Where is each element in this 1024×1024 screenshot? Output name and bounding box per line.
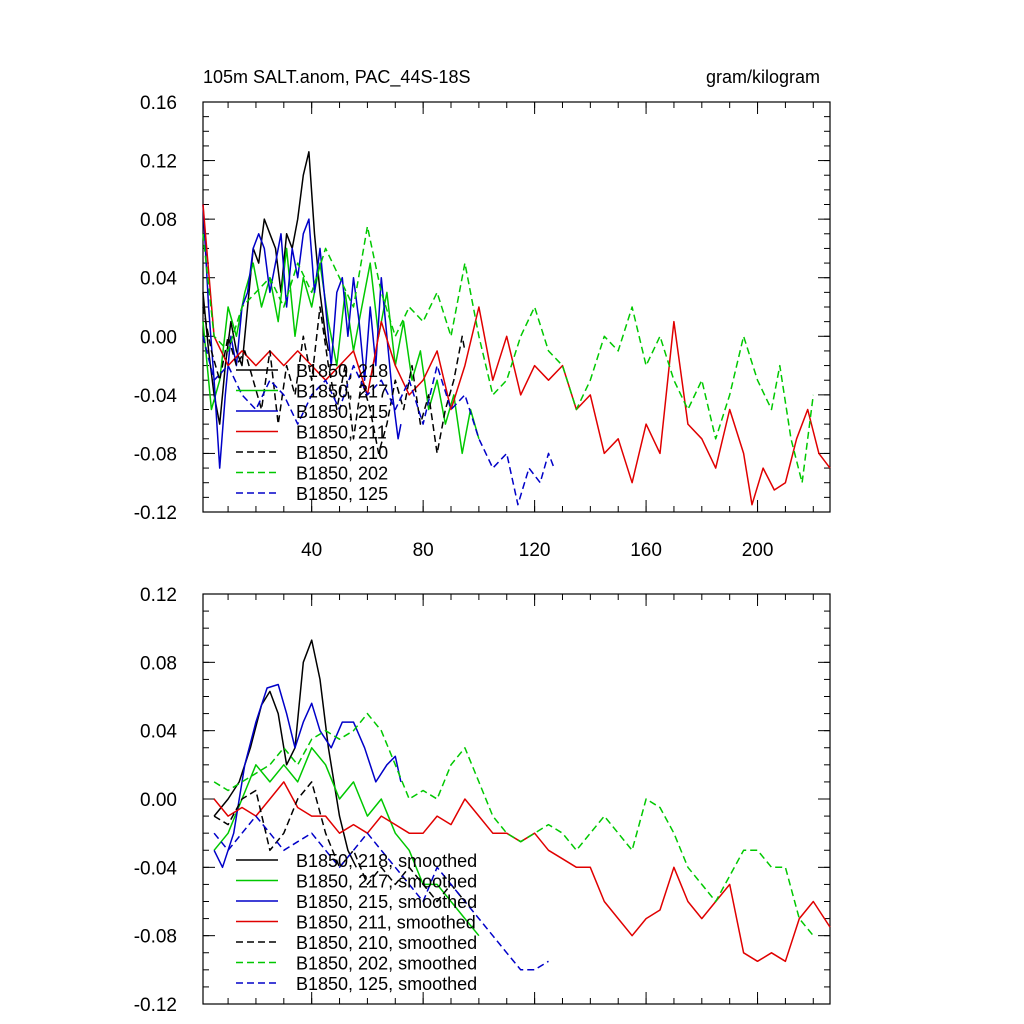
series-line-0 <box>202 151 330 425</box>
legend-label: B1850, 217 <box>296 382 388 402</box>
series-line-6 <box>213 815 549 971</box>
y-tick-label: -0.04 <box>134 386 178 407</box>
legend-label: B1850, 210, smoothed <box>296 933 477 953</box>
legend-label: B1850, 210 <box>296 443 388 463</box>
top-units: gram/kilogram <box>706 67 820 87</box>
series-line-2 <box>202 204 402 469</box>
x-tick-label: 80 <box>413 540 434 561</box>
y-tick-label: 0.16 <box>140 93 177 114</box>
legend-label: B1850, 125 <box>296 484 388 504</box>
y-tick-label: -0.08 <box>134 927 177 948</box>
series-line-6 <box>202 336 555 506</box>
top-title: 105m SALT.anom, PAC_44S-18S <box>203 67 470 88</box>
series-line-5 <box>213 712 814 937</box>
legend-label: B1850, 211 <box>296 423 387 443</box>
x-tick-label: 160 <box>630 540 662 561</box>
legend-label: B1850, 215, smoothed <box>296 892 477 912</box>
y-tick-label: 0.12 <box>140 585 177 606</box>
top-panel: 105m SALT.anom, PAC_44S-18S gram/kilogra… <box>134 67 831 561</box>
series-line-4 <box>213 781 466 903</box>
y-tick-label: 0.04 <box>140 269 177 290</box>
legend-label: B1850, 202, smoothed <box>296 954 477 974</box>
series-line-5 <box>202 225 815 484</box>
bottom-panel: -0.12 -0.08 -0.04 0.00 0.04 0.08 0.12 B1850, 21… <box>134 585 831 1016</box>
legend-label: B1850, 211, smoothed <box>296 913 476 933</box>
y-tick-label: 0.04 <box>140 722 177 743</box>
series-line-4 <box>202 306 466 455</box>
y-tick-label: -0.12 <box>134 503 177 524</box>
legend-label: B1850, 217, smoothed <box>296 872 477 892</box>
series-line-3 <box>202 204 831 506</box>
y-tick-label: -0.04 <box>134 858 178 879</box>
y-tick-label: -0.08 <box>134 444 177 465</box>
legend-label: B1850, 125, smoothed <box>296 974 477 994</box>
legend-label: B1850, 215 <box>296 402 388 422</box>
legend-label: B1850, 202 <box>296 464 388 484</box>
y-tick-label: 0.12 <box>140 152 177 173</box>
y-tick-label: 0.08 <box>140 210 177 231</box>
y-tick-label: 0.08 <box>140 653 177 674</box>
y-tick-label: 0.00 <box>140 327 177 348</box>
series-line-2 <box>213 683 402 869</box>
y-tick-label: 0.00 <box>140 790 177 811</box>
x-tick-label: 200 <box>742 540 774 561</box>
series-line-0 <box>213 639 357 868</box>
legend-label: B1850, 218, smoothed <box>296 851 477 871</box>
legend-label: B1850, 218 <box>296 361 388 381</box>
x-tick-label: 120 <box>519 540 551 561</box>
y-tick-label: -0.12 <box>134 995 177 1016</box>
x-tick-label: 40 <box>301 540 322 561</box>
series-line-1 <box>213 747 480 937</box>
